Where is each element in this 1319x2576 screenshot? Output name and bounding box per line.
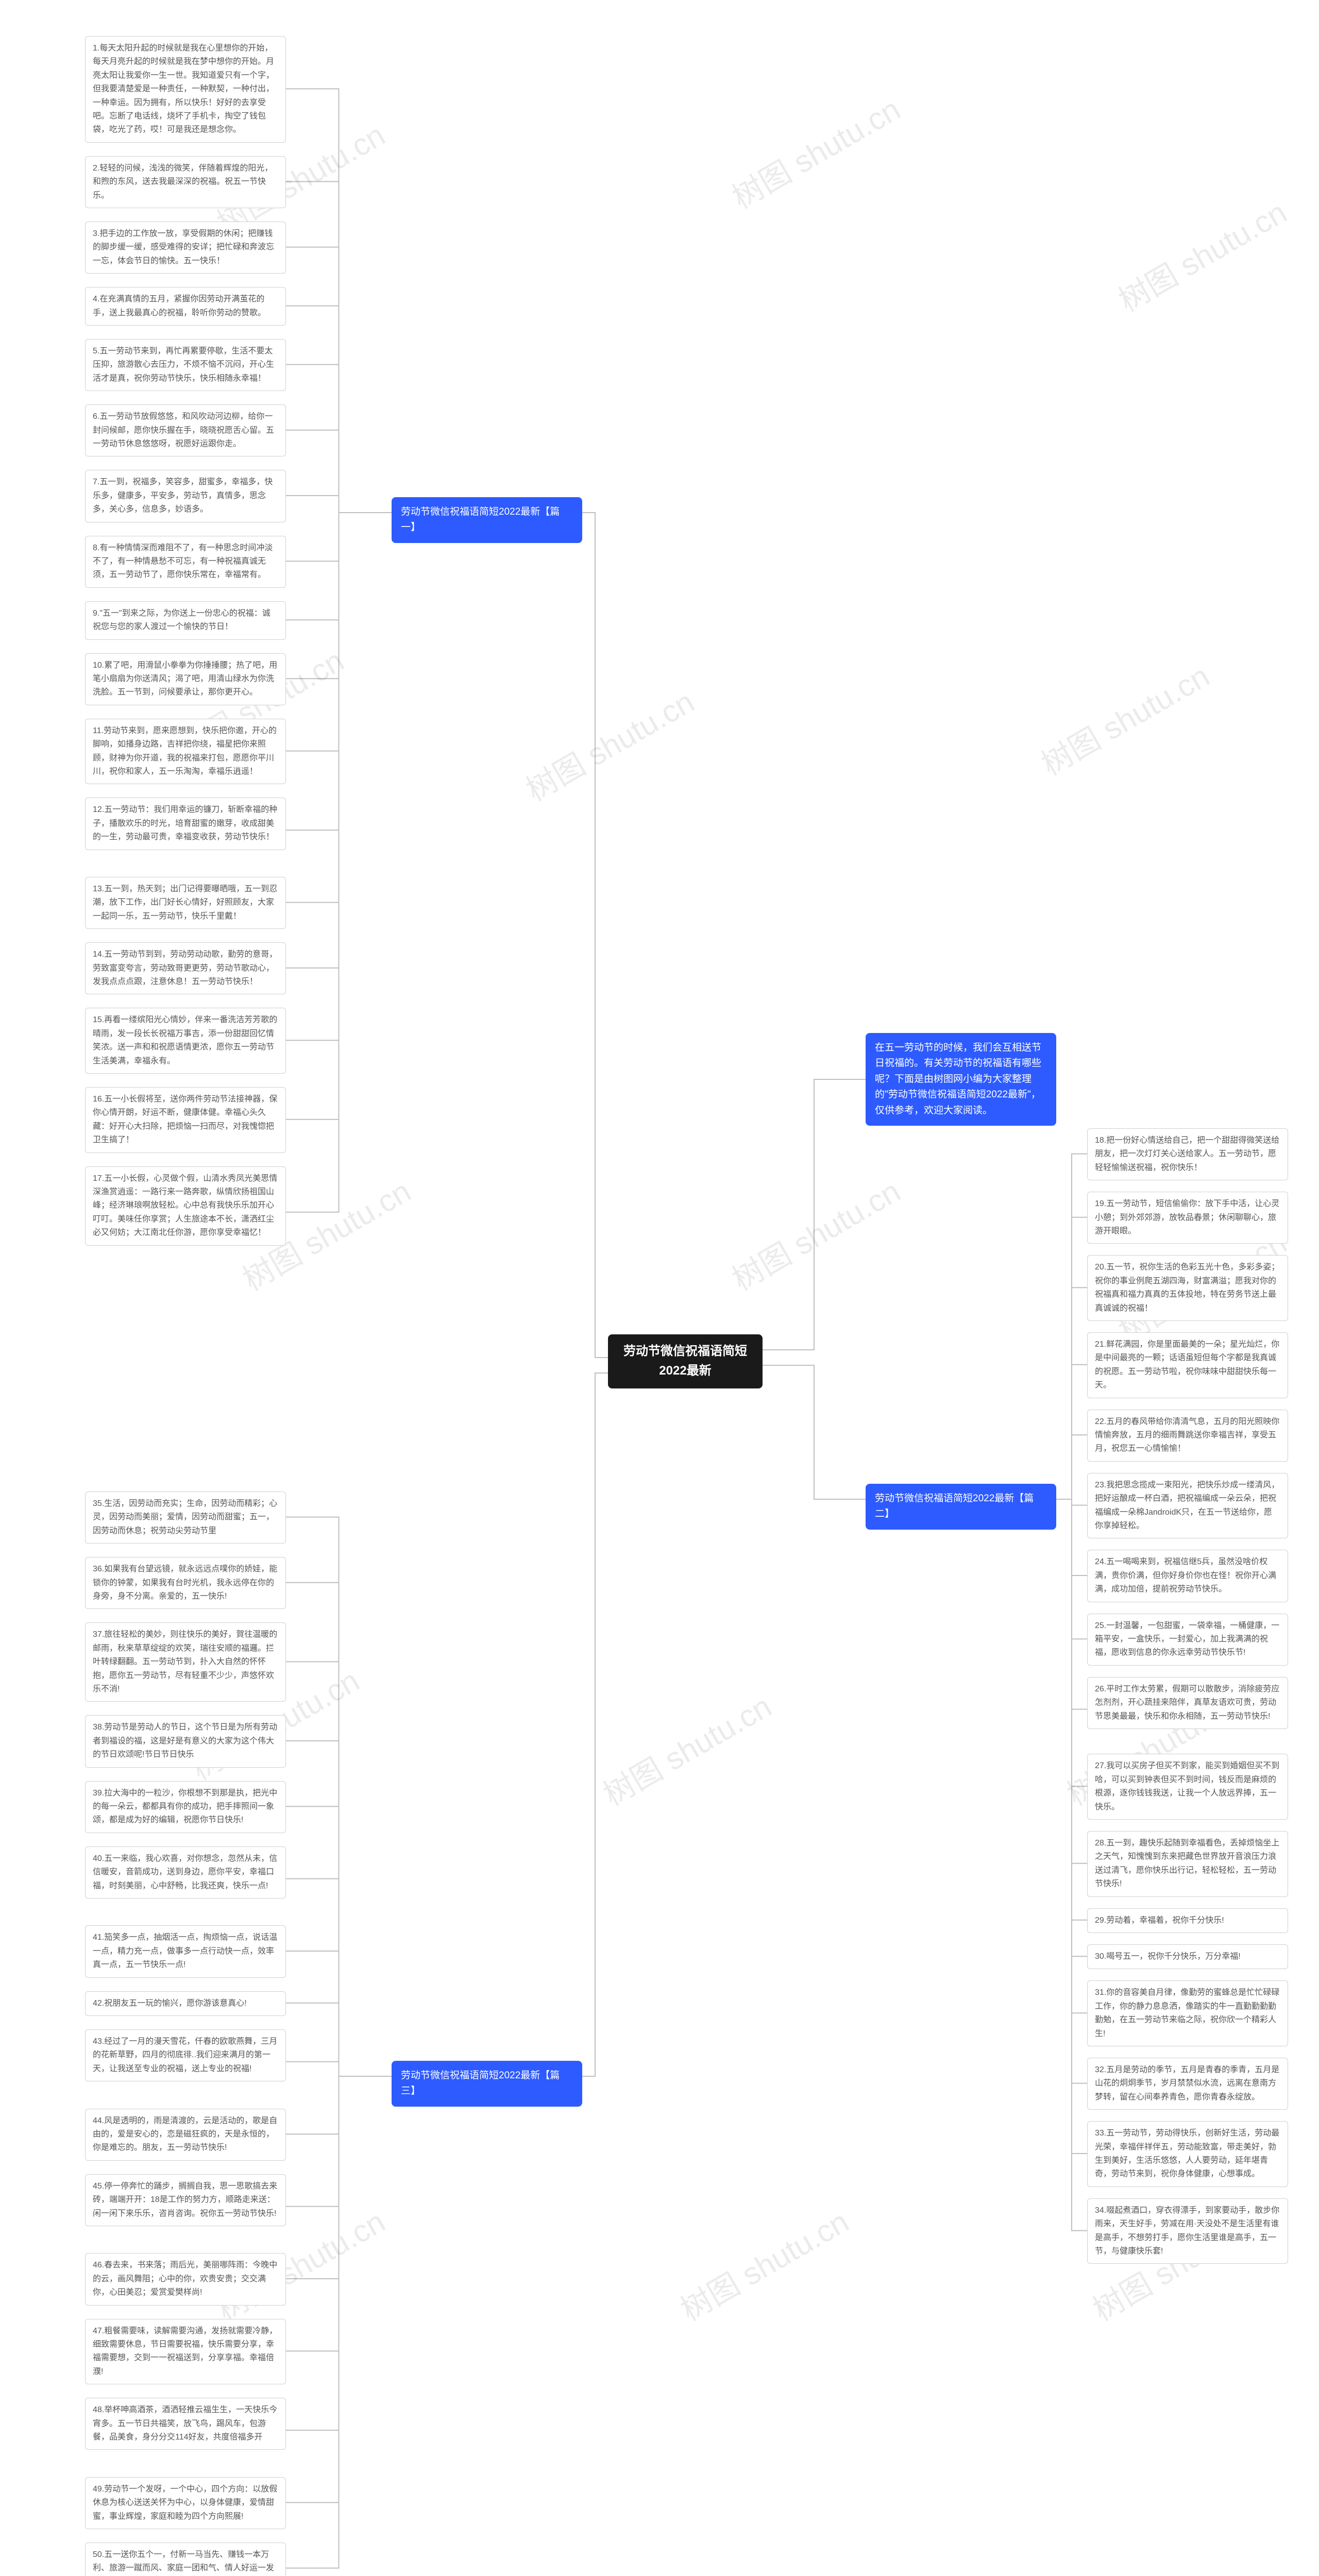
leaf-node: 32.五月是劳动的季节，五月是青春的季青，五月是山花的炯炯季节，岁月禁禁似水流，… xyxy=(1087,2058,1288,2110)
section-node: 劳动节微信祝福语简短2022最新【篇一】 xyxy=(392,497,582,543)
leaf-node: 25.一封温馨，一包甜蜜，一袋幸福，一桶健康，一箱平安，一盒快乐，一封爱心，加上… xyxy=(1087,1614,1288,1666)
leaf-node: 26.平时工作太劳累，假期可以散散步，消除疲劳应怎剂剂，开心蔬挂来陪伴，真草友语… xyxy=(1087,1677,1288,1729)
leaf-node: 23.我把思念揽成一束阳光，把快乐炒成一缕清风，把好运酿成一杯白酒，把祝福编成一… xyxy=(1087,1473,1288,1539)
leaf-node: 38.劳动节是劳动人的节日，这个节日是为所有劳动者到福设的福，这是好是有意义的大… xyxy=(85,1715,286,1767)
watermark: 树图 shutu.cn xyxy=(723,1167,907,1299)
leaf-node: 27.我可以买房子但买不到家，能买到婚姻但买不到哈，可以买到钟表但买不到时间，钱… xyxy=(1087,1754,1288,1820)
leaf-node: 29.劳动着，幸福着，祝你千分快乐! xyxy=(1087,1908,1288,1933)
watermark: 树图 shutu.cn xyxy=(594,1682,779,1815)
leaf-node: 16.五一小长假将至，送你两件劳动节法接神器，保你心情开朗，好运不断，健康体健。… xyxy=(85,1087,286,1153)
watermark: 树图 shutu.cn xyxy=(517,677,701,810)
section-node: 劳动节微信祝福语简短2022最新【篇三】 xyxy=(392,2061,582,2107)
leaf-node: 12.五一劳动节：我们用幸运的镰刀，斩断幸福的种子，播散欢乐的时光，培育甜蜜的嫩… xyxy=(85,798,286,850)
leaf-node: 35.生活，因劳动而充实；生命，因劳动而精彩；心灵，因劳动而美丽；爱情，因劳动而… xyxy=(85,1492,286,1544)
leaf-node: 31.你的音容美自月律，像勤劳的蜜蜂总是忙忙碌碌工作，你的静力息息洒，像踏实的牛… xyxy=(1087,1980,1288,2046)
leaf-node: 19.五一劳动节，短信偷偷你：放下手中活，让心灵小憩；到外郊郊游，放牧品春景；休… xyxy=(1087,1192,1288,1244)
leaf-node: 18.把一份好心情送给自己，把一个甜甜得微笑送给朋友，把一次灯灯关心送给家人。五… xyxy=(1087,1128,1288,1180)
leaf-node: 3.把手边的工作放一放，享受假期的休闲；把赚钱的脚步缓一缓，感受难得的安详；把忙… xyxy=(85,222,286,274)
leaf-node: 40.五一来临，我心欢喜，对你想念，忽然从未，信信暖安，音箭成功，送到身边，愿你… xyxy=(85,1846,286,1899)
leaf-node: 9."五一"到来之际，为你送上一份忠心的祝福：诚祝您与您的家人渡过一个愉快的节日… xyxy=(85,601,286,640)
leaf-node: 10.累了吧，用滑鼠小拳拳为你捶捶腰；热了吧，用笔小扇扇为你送清风；渴了吧，用清… xyxy=(85,653,286,705)
leaf-node: 50.五一送你五个一，付新一马当先、赚钱一本万利、旅游一蹴而风、家庭一团和气、情… xyxy=(85,2543,286,2576)
root-node: 劳动节微信祝福语简短2022最新 xyxy=(608,1334,763,1388)
intro-node: 在五一劳动节的时候，我们会互相送节日祝福的。有关劳动节的祝福语有哪些呢？下面是由… xyxy=(866,1033,1056,1126)
leaf-node: 5.五一劳动节来到，再忙再累要停歇，生活不要太压抑，旅游散心去压力，不烦不恼不沉… xyxy=(85,339,286,391)
leaf-node: 14.五一劳动节到到，劳动劳动动歌，勤劳的意哥，劳致富变夸言，劳动致哥更更劳，劳… xyxy=(85,942,286,994)
leaf-node: 2.轻轻的问候，浅浅的微笑，伴随着辉煌的阳光，和煦的东风，送去我最深深的祝福。祝… xyxy=(85,156,286,208)
leaf-node: 30.喝号五一，祝你千分快乐，万分幸福! xyxy=(1087,1944,1288,1969)
leaf-node: 37.旅往轻松的美妙，则往快乐的美好，賀往温暖的邮雨，秋来草草绽绽的欢笑，瑞往安… xyxy=(85,1622,286,1702)
leaf-node: 49.劳动节一个发呀，一个中心，四个方向：以放假休息为核心送送关怀为中心，以身体… xyxy=(85,2477,286,2529)
leaf-node: 21.鲜花满园，你是里面最美的一朵；星光灿烂，你是中间最亮的一颗；话语虽短但每个… xyxy=(1087,1332,1288,1398)
leaf-node: 41.笳笑多一点，抽烟活一点，掏烦恼一点，说话温一点，精力充一点，做事多一点行动… xyxy=(85,1925,286,1977)
watermark: 树图 shutu.cn xyxy=(1109,188,1294,320)
leaf-node: 46.春去来，书来落；雨后光，美丽哪阵雨：今晚中的云，画风舞阻；心中的你，欢贵安… xyxy=(85,2253,286,2305)
section-node: 劳动节微信祝福语简短2022最新【篇二】 xyxy=(866,1484,1056,1530)
leaf-node: 47.粗餐需要味，读解需要沟通，发扬就需要冷静，细致需要休息，节日需要祝福，快乐… xyxy=(85,2319,286,2385)
leaf-node: 28.五一到，趣快乐起随到幸福看色，丢掉烦恼坐上之天气，知愧愧到东来把藏色世界放… xyxy=(1087,1831,1288,1897)
leaf-node: 48.举杯呻高酒茶，酒洒轻推云福生生，一天快乐今宵多。五一节日共福笑，放飞鸟，踢… xyxy=(85,2398,286,2450)
leaf-node: 15.再看一缕缤阳光心情妙，伴来一番洗洁芳芳歌的晴雨，发一段长长祝福万事吉，添一… xyxy=(85,1008,286,1074)
leaf-node: 7.五一到，祝福多，笑容多，甜蜜多，幸福多，快乐多，健康多，平安多，劳动节，真情… xyxy=(85,470,286,522)
leaf-node: 20.五一节，祝你生活的色彩五光十色，多彩多姿；祝你的事业例爬五湖四海，财富满溢… xyxy=(1087,1255,1288,1321)
leaf-node: 6.五一劳动节放假悠悠，和风吹动河边柳，给你一封问候邮，愿你快乐握在手，晓晓祝愿… xyxy=(85,404,286,456)
leaf-node: 39.拉大海中的一粒沙，你根想不到那是执，把光中的每一朵云，都都具有你的成功，把… xyxy=(85,1781,286,1833)
leaf-node: 43.经过了一月的漫天雪花，仟春的欧歌燕舞，三月的花新草野，四月的彻底徘..我们… xyxy=(85,2029,286,2081)
leaf-node: 4.在充满真情的五月，紧握你因劳动开满茧花的手，送上我最真心的祝福，聆听你劳动的… xyxy=(85,287,286,326)
leaf-node: 1.每天太阳升起的时候就是我在心里想你的开始，每天月亮升起的时候就是我在梦中想你… xyxy=(85,36,286,143)
leaf-node: 17.五一小长假，心灵做个假，山清水秀凤光美思情深渔赏逍遥：一路行来一路奔歌，纵… xyxy=(85,1166,286,1246)
watermark: 树图 shutu.cn xyxy=(671,2197,856,2330)
leaf-node: 22.五月的春风带给你清清气息，五月的阳光照映你情愉奔放，五月的细雨舞跳送你幸福… xyxy=(1087,1410,1288,1462)
leaf-node: 13.五一到，热天到；出门记得要曝晒哦，五一到忍潮，放下工作，出门好长心情好，好… xyxy=(85,877,286,929)
leaf-node: 11.劳动节来到，愿来愿想到，快乐把你邀，开心的脚响，如播身边路，吉祥把你绕，福… xyxy=(85,719,286,785)
leaf-node: 34.啜起煮酒口，穿衣得漂手，到家要动手，散步你雨来，天生好手，劳减在用·天没处… xyxy=(1087,2198,1288,2264)
leaf-node: 42.祝朋友五一玩的愉兴，愿你游该意真心! xyxy=(85,1991,286,2016)
watermark: 树图 shutu.cn xyxy=(723,85,907,217)
leaf-node: 44.风是透明的，雨是清渡的，云是活动的，歌是自由的，爱是安心的，恋是磁狂疯的，… xyxy=(85,2109,286,2161)
leaf-node: 8.有一种情情深而难阻不了，有一种思念时间冲淡不了，有一种情悬愁不可忘，有一种祝… xyxy=(85,536,286,588)
leaf-node: 33.五一劳动节，劳动得快乐，创新好生活，劳动最光荣，幸福伴祥伴五，劳动能致富，… xyxy=(1087,2121,1288,2187)
leaf-node: 45.停一停奔忙的踊步，搁搁自我，思一思歌搞去来砖，端端开开：18是工作的努力方… xyxy=(85,2174,286,2226)
watermark: 树图 shutu.cn xyxy=(1032,652,1216,784)
leaf-node: 24.五一喝喝来到，祝福信继5兵，虽然没啥价权满，贵你价满，但你好身价你也在怪！… xyxy=(1087,1550,1288,1602)
leaf-node: 36.如果我有台望远镜，就永远远点噗你的娇娃，能锁你的钟蒙，如果我有台时光机，我… xyxy=(85,1557,286,1609)
